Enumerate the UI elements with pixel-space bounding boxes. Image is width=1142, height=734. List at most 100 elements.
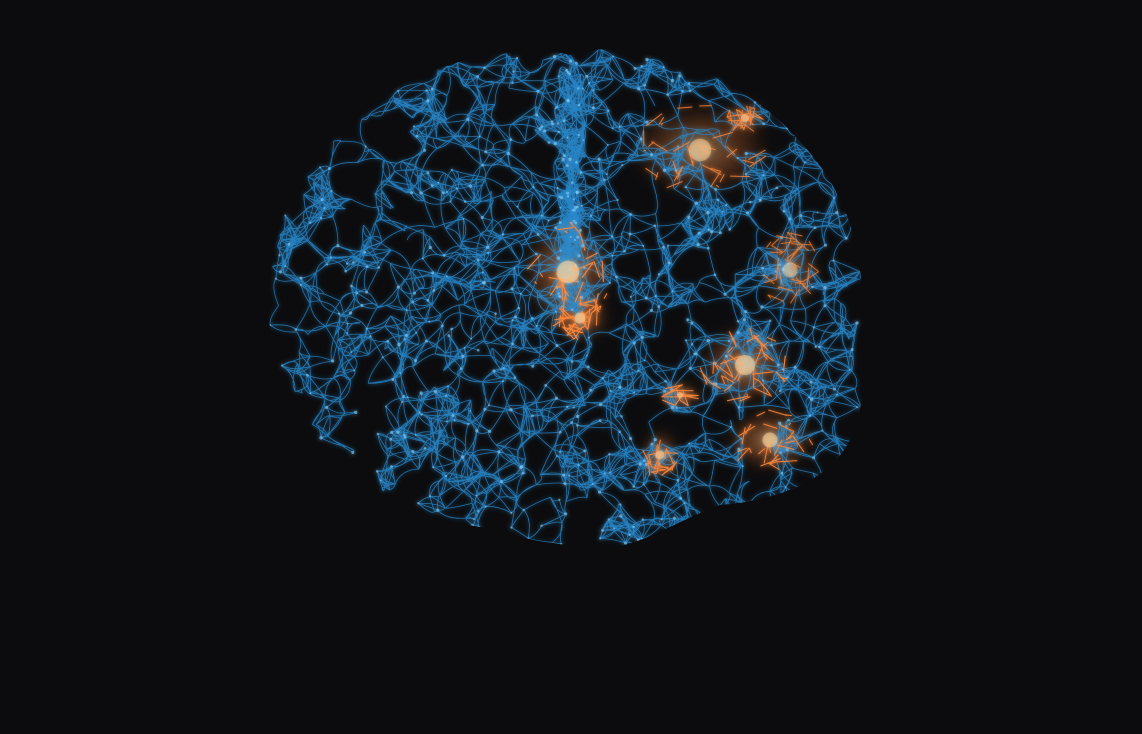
network-node [649,308,654,312]
network-node [744,310,748,314]
lower-right-cluster [661,384,699,407]
network-node [445,190,448,193]
network-node [586,354,588,357]
network-node [560,195,564,200]
network-node [364,145,367,148]
network-node [487,251,490,255]
network-node [645,57,649,62]
network-node [426,99,430,103]
network-node [684,185,687,189]
network-node [663,390,666,393]
network-node [778,263,782,267]
network-node [621,164,624,167]
network-node [449,200,452,203]
network-node [566,405,569,408]
network-node [397,342,401,347]
network-node [278,254,281,257]
neural-network-mesh [269,48,867,547]
network-node [417,502,420,505]
network-node [590,214,593,217]
network-node [558,498,561,501]
network-node [563,482,567,486]
network-node [402,433,406,437]
network-node [325,405,329,409]
network-node [597,490,602,494]
network-node [323,207,326,210]
network-node [675,406,678,409]
network-node [637,369,640,372]
network-node [644,462,649,466]
network-node [575,423,579,427]
network-node [583,449,587,453]
network-node [809,380,813,384]
network-node [577,103,581,107]
network-node [728,228,732,231]
network-node [577,463,580,467]
network-node [519,292,522,295]
network-node [740,437,743,440]
network-node [484,505,487,508]
network-node [404,333,408,338]
network-node [572,208,576,212]
network-node [835,393,838,396]
network-node [369,335,372,338]
network-node [320,216,323,219]
network-node [564,512,568,516]
network-node [690,343,694,346]
network-node [581,87,584,90]
network-node [515,56,519,60]
network-node [787,418,790,422]
network-node [823,243,827,247]
network-node [673,516,676,520]
network-node [716,198,720,202]
network-node [814,345,817,348]
network-node [531,364,535,368]
network-node [612,55,615,58]
network-node [633,66,637,70]
network-node [642,244,645,247]
network-node [420,413,423,416]
network-node [511,342,514,346]
network-node [736,320,740,323]
network-node [694,201,698,205]
network-node [478,135,481,138]
network-node [632,525,635,529]
network-node [510,511,513,514]
network-node [579,171,583,174]
network-node [557,130,561,134]
network-node [811,285,814,289]
network-node [348,311,353,315]
network-node [320,198,324,202]
network-node [850,348,854,351]
network-node [657,305,661,309]
network-node [557,75,560,78]
network-node [769,319,772,322]
network-node [547,141,551,144]
network-node [761,266,765,270]
network-node [483,407,487,411]
network-node [670,405,675,410]
network-node [375,469,379,473]
network-node [346,322,349,325]
network-node [540,125,544,129]
network-node [405,309,408,312]
network-node [565,68,569,72]
network-node [650,153,654,157]
network-node [653,224,657,228]
network-node [413,125,416,128]
network-node [611,254,614,257]
network-node [535,113,539,117]
network-node [714,187,717,191]
network-node [423,148,427,152]
network-node [718,231,722,235]
network-node [483,66,486,70]
network-node [431,271,435,275]
lower-right-cluster-core [655,450,665,460]
network-node [785,425,788,428]
network-node [667,244,670,247]
network-node [476,348,480,352]
network-node [413,291,417,295]
network-node [678,74,682,78]
network-node [329,256,332,259]
network-node [760,305,764,309]
